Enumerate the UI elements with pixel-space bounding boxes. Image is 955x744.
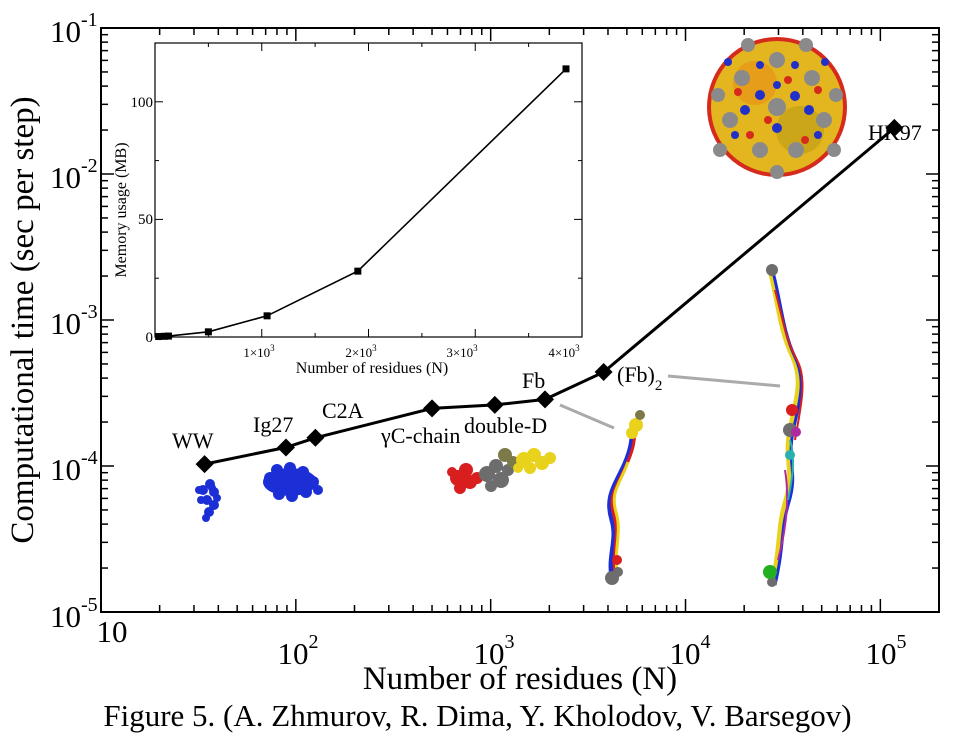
main-axis-ticks xyxy=(100,27,940,613)
inset-x-tick-label-3000: 3×103 xyxy=(446,343,478,360)
y-tick-label-1e-1: 10-1 xyxy=(50,9,98,49)
point-label-fb2: (Fb)2 xyxy=(617,362,662,394)
x-tick-label-1e4: 104 xyxy=(670,631,711,671)
x-tick-label-1e5: 105 xyxy=(866,631,907,671)
figure-caption: Figure 5. (A. Zhmurov, R. Dima, Y. Kholo… xyxy=(103,698,852,733)
main-x-tick-labels: 10 102 103 104 105 xyxy=(97,614,907,671)
point-label-ww: WW xyxy=(172,428,214,453)
inset-data-point-square-0 xyxy=(155,333,163,341)
data-point-diamond-4 xyxy=(485,395,504,414)
inset-x-tick-label-2000: 2×103 xyxy=(345,343,377,360)
point-label-c2a: C2A xyxy=(322,398,364,423)
main-y-tick-labels: 10-5 10-4 10-3 10-2 10-1 xyxy=(50,9,98,634)
inset-x-tick-label-4000: 4×103 xyxy=(548,343,580,360)
main-point-labels: WW Ig27 C2A γC-chain double-D Fb (Fb)2 H… xyxy=(172,120,922,453)
inset-data-point-square-2 xyxy=(164,332,172,340)
inset-y-tick-labels: 0 50 100 xyxy=(131,95,154,346)
main-series-markers xyxy=(195,118,904,474)
data-point-diamond-5 xyxy=(535,390,554,409)
inset-data-point-square-4 xyxy=(263,312,271,320)
y-tick-label-1e-2: 10-2 xyxy=(50,155,98,195)
inset-y-tick-label-0: 0 xyxy=(146,330,154,346)
inset-y-tick-label-100: 100 xyxy=(131,95,154,111)
inset-x-tick-label-1000: 1×103 xyxy=(243,343,275,360)
inset-y-tick-label-50: 50 xyxy=(138,212,153,228)
inset-background xyxy=(155,43,582,337)
double-d-structure xyxy=(447,448,556,494)
inset-x-tick-labels: 1×103 2×103 3×103 4×103 xyxy=(243,343,580,360)
fb-structure xyxy=(605,410,645,585)
inset-data-point-square-3 xyxy=(204,328,212,336)
y-tick-label-1e-3: 10-3 xyxy=(50,301,98,341)
data-point-diamond-1 xyxy=(276,438,295,457)
main-x-axis-title: Number of residues (N) xyxy=(363,661,677,697)
data-point-diamond-0 xyxy=(195,455,214,474)
fb2-callout-line xyxy=(667,374,781,388)
inset-x-axis-title: Number of residues (N) xyxy=(296,360,448,377)
inset-data-point-square-5 xyxy=(354,267,362,275)
inset-data-point-square-1 xyxy=(161,332,169,340)
hk97-capsid-image xyxy=(707,37,847,179)
fb2-structure xyxy=(763,264,804,587)
fb-callout-line xyxy=(559,403,615,430)
point-label-double-d: double-D xyxy=(464,413,547,438)
data-point-diamond-7 xyxy=(885,118,904,137)
x-tick-label-10: 10 xyxy=(97,614,128,649)
point-label-ig27: Ig27 xyxy=(253,412,293,437)
data-point-diamond-6 xyxy=(594,363,613,382)
point-label-fb: Fb xyxy=(522,368,545,393)
inset-data-point-square-6 xyxy=(562,65,570,73)
ig27-domain-structure xyxy=(263,462,323,502)
y-tick-label-1e-4: 10-4 xyxy=(50,447,98,487)
point-label-hk97: HK97 xyxy=(868,120,922,145)
y-tick-label-1e-5: 10-5 xyxy=(50,594,98,634)
inset-axis-ticks xyxy=(154,42,583,338)
ww-domain-structure xyxy=(195,479,221,522)
inset-series-markers xyxy=(155,65,570,341)
x-tick-label-1e3: 103 xyxy=(474,631,515,671)
inset-y-axis-title: Memory usage (MB) xyxy=(113,142,130,277)
data-point-diamond-3 xyxy=(423,399,442,418)
point-label-gamma-c-chain: γC-chain xyxy=(380,423,460,448)
data-point-diamond-2 xyxy=(306,428,325,447)
main-y-axis-title: Computational time (sec per step) xyxy=(5,96,41,543)
x-tick-label-1e2: 102 xyxy=(278,631,319,671)
